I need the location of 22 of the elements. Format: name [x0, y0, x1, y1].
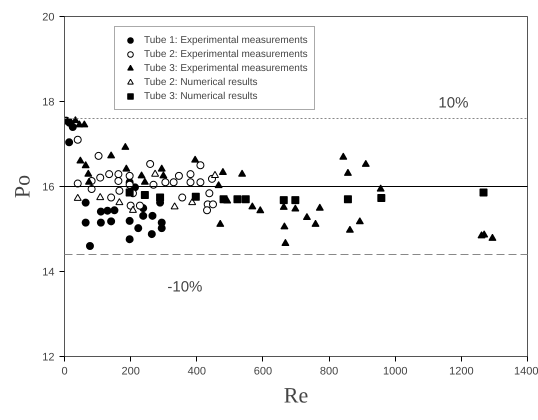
x-tick-label: 200 [121, 366, 140, 378]
y-tick-label: 20 [42, 12, 55, 24]
x-tick-label: 400 [188, 366, 206, 378]
legend-label: Tube 2: Numerical results [144, 76, 258, 89]
legend-label: Tube 3: Numerical results [144, 90, 258, 103]
y-axis-title: Po [9, 174, 34, 198]
y-tick-label: 18 [42, 96, 55, 108]
y-tick-label: 12 [42, 352, 55, 364]
annotation: 10% [438, 94, 468, 112]
x-tick-label: 1400 [514, 366, 538, 378]
x-tick-label: 1000 [382, 366, 408, 378]
legend-label: Tube 3: Experimental measurements [144, 62, 308, 75]
y-tick-label: 14 [42, 266, 55, 278]
x-tick-label: 800 [320, 366, 338, 378]
x-axis-title: Re [284, 382, 308, 408]
y-tick-label: 16 [42, 182, 55, 194]
legend-label: Tube 1: Experimental measurements [144, 34, 308, 47]
x-tick-label: 0 [61, 366, 68, 378]
x-tick-label: 600 [254, 366, 272, 378]
legend-label: Tube 2: Experimental measurements [144, 48, 308, 61]
x-tick-label: 1200 [449, 366, 474, 378]
annotation: -10% [167, 278, 202, 296]
